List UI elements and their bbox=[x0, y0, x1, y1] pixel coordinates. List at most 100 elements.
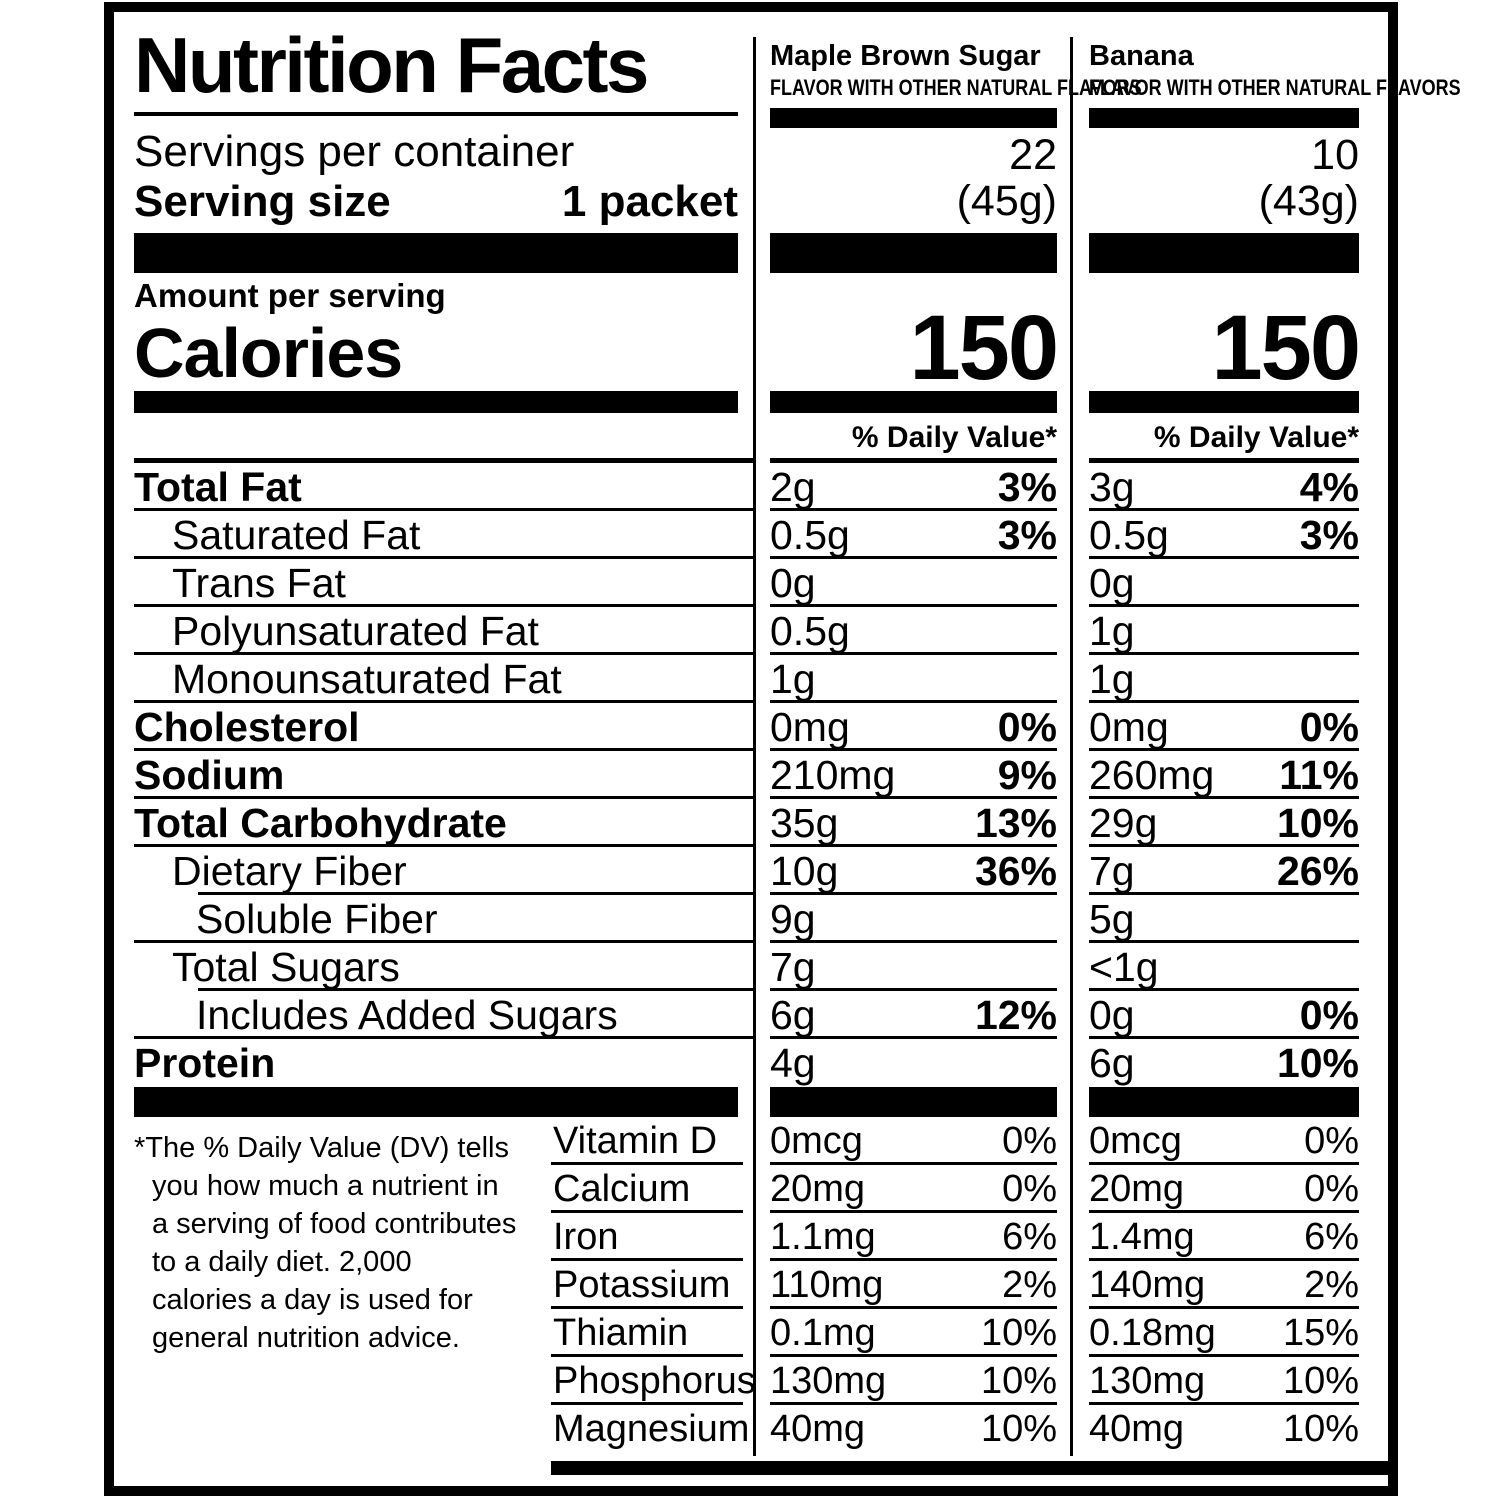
nutrient-label-cell: Total Sugars bbox=[114, 943, 754, 991]
daily-value: 0% bbox=[1002, 1168, 1057, 1210]
nutrient-label-cell: Sodium bbox=[114, 751, 754, 799]
amount: 0mcg bbox=[1089, 1120, 1182, 1162]
amount: 1g bbox=[1089, 655, 1135, 702]
amount: 35g bbox=[770, 799, 839, 846]
thick-bar bbox=[770, 1087, 1057, 1117]
separator-bar-row bbox=[114, 391, 1388, 413]
micronutrients-section: *The % Daily Value (DV) tells you how mu… bbox=[114, 1117, 1388, 1453]
amount: 110mg bbox=[770, 1264, 884, 1306]
calories-value-cell-maple: 150 bbox=[754, 273, 1071, 395]
flavor-column-header-banana: Banana FLAVOR WITH OTHER NATURAL FLAVORS… bbox=[1071, 12, 1461, 233]
amount: 29g bbox=[1089, 799, 1158, 846]
footnote-line: calories a day is used for bbox=[152, 1284, 473, 1316]
micronutrient-label-cell: Potassium bbox=[551, 1261, 754, 1309]
daily-value: 10% bbox=[980, 1360, 1057, 1402]
thick-bar bbox=[770, 391, 1057, 413]
header-left-cell: Nutrition Facts Servings per container S… bbox=[114, 12, 754, 233]
footnote-spacer bbox=[114, 1357, 551, 1405]
nutrient-label: Saturated Fat bbox=[172, 511, 421, 558]
micronutrient-label-cell: Calcium bbox=[551, 1165, 754, 1213]
daily-value: 12% bbox=[974, 991, 1057, 1038]
daily-value: 0% bbox=[997, 703, 1057, 750]
nutrient-values-maple: 4g bbox=[754, 1039, 1071, 1087]
amount: 0.5g bbox=[770, 607, 850, 654]
nutrient-label: Dietary Fiber bbox=[172, 847, 407, 894]
amount: 0mg bbox=[1089, 703, 1169, 750]
flavor-descriptor-maple: FLAVOR WITH OTHER NATURAL FLAVORS bbox=[770, 75, 1142, 100]
daily-value-header-banana: % Daily Value* bbox=[1153, 421, 1359, 454]
flavor-name-maple: Maple Brown Sugar bbox=[770, 40, 1041, 72]
nutrient-label-cell: Total Carbohydrate bbox=[114, 799, 754, 847]
amount: 10g bbox=[770, 847, 839, 894]
servings-count-maple: 22 bbox=[1009, 130, 1057, 179]
daily-value: 13% bbox=[974, 799, 1057, 846]
footnote-line: you how much a nutrient in bbox=[152, 1170, 499, 1202]
daily-value: 2% bbox=[1304, 1264, 1359, 1306]
nutrient-values-maple: 10g 36% bbox=[754, 847, 1071, 895]
serving-size-value: 1 packet bbox=[561, 177, 738, 226]
thick-bar bbox=[134, 391, 738, 413]
bar-cell bbox=[754, 391, 1071, 413]
empty-cell bbox=[114, 413, 754, 463]
daily-value: 26% bbox=[1276, 847, 1359, 894]
daily-value: 0% bbox=[1002, 1120, 1057, 1162]
nutrient-values-maple: 1g bbox=[754, 655, 1071, 703]
amount: 1g bbox=[770, 655, 816, 702]
footnote-line: general nutrition advice. bbox=[152, 1322, 460, 1354]
daily-value: 10% bbox=[980, 1408, 1057, 1450]
micronutrient-values-maple: 20mg 0% bbox=[754, 1165, 1071, 1213]
nutrient-label: Total Fat bbox=[134, 463, 302, 510]
micronutrient-label: Potassium bbox=[553, 1264, 731, 1306]
micronutrient-label: Calcium bbox=[553, 1168, 691, 1210]
nutrient-values-banana: 3g 4% bbox=[1071, 463, 1386, 511]
amount: 130mg bbox=[770, 1360, 887, 1402]
bar-cell bbox=[754, 233, 1071, 273]
thick-bar bbox=[1089, 233, 1359, 273]
bar-cell bbox=[1071, 1087, 1386, 1117]
amount: 20mg bbox=[1089, 1168, 1185, 1210]
daily-value: 10% bbox=[980, 1312, 1057, 1354]
amount: 140mg bbox=[1089, 1264, 1206, 1306]
daily-value: 10% bbox=[1282, 1360, 1359, 1402]
label-header-row: Nutrition Facts Servings per container S… bbox=[114, 12, 1461, 233]
micronutrient-values-banana: 1.4mg 6% bbox=[1071, 1213, 1386, 1261]
daily-value: 9% bbox=[997, 751, 1057, 798]
flavor-header-bar bbox=[1089, 107, 1359, 128]
calories-value-banana: 150 bbox=[1211, 297, 1362, 400]
daily-value: 36% bbox=[974, 847, 1057, 894]
nutrient-values-banana: 260mg 11% bbox=[1071, 751, 1386, 799]
micronutrient-values-maple: 40mg 10% bbox=[754, 1405, 1071, 1453]
column-divider-left bbox=[753, 37, 756, 1456]
amount: 0.18mg bbox=[1089, 1312, 1216, 1354]
page-title: Nutrition Facts bbox=[134, 21, 649, 109]
footnote-line: *The % Daily Value (DV) tells bbox=[134, 1132, 509, 1164]
thick-bar bbox=[1089, 391, 1359, 413]
amount-per-serving-label: Amount per serving bbox=[134, 277, 446, 314]
micronutrient-values-banana: 0.18mg 15% bbox=[1071, 1309, 1386, 1357]
daily-value: 2% bbox=[1002, 1264, 1057, 1306]
calories-label: Calories bbox=[134, 314, 403, 392]
daily-value: 0% bbox=[1304, 1168, 1359, 1210]
amount: 0g bbox=[770, 559, 816, 606]
nutrient-row-monounsaturated-fat: Monounsaturated Fat 1g 1g bbox=[114, 655, 1388, 703]
serving-weight-banana: (43g) bbox=[1258, 176, 1359, 225]
bar-cell bbox=[114, 391, 754, 413]
amount: 260mg bbox=[1089, 751, 1215, 798]
daily-value: 10% bbox=[1276, 799, 1359, 846]
micronutrient-values-maple: 0mcg 0% bbox=[754, 1117, 1071, 1165]
daily-value-header-row: % Daily Value* % Daily Value* bbox=[114, 413, 1388, 463]
daily-value: 6% bbox=[1002, 1216, 1057, 1258]
nutrient-label-cell: Dietary Fiber bbox=[114, 847, 754, 895]
flavor-name-banana: Banana bbox=[1089, 40, 1194, 72]
daily-value: 3% bbox=[997, 463, 1057, 510]
nutrient-row-trans-fat: Trans Fat 0g 0g bbox=[114, 559, 1388, 607]
amount: 1g bbox=[1089, 607, 1135, 654]
daily-value: 6% bbox=[1304, 1216, 1359, 1258]
nutrient-row-dietary-fiber: Dietary Fiber 10g 36% 7g 26% bbox=[114, 847, 1388, 895]
nutrient-label: Includes Added Sugars bbox=[196, 991, 618, 1038]
micronutrient-label-cell: Thiamin bbox=[551, 1309, 754, 1357]
flavor-column-header-maple: Maple Brown Sugar FLAVOR WITH OTHER NATU… bbox=[754, 12, 1142, 233]
nutrient-label-cell: Protein bbox=[114, 1039, 754, 1087]
nutrient-values-maple: 7g bbox=[754, 943, 1071, 991]
amount: 5g bbox=[1089, 895, 1135, 942]
